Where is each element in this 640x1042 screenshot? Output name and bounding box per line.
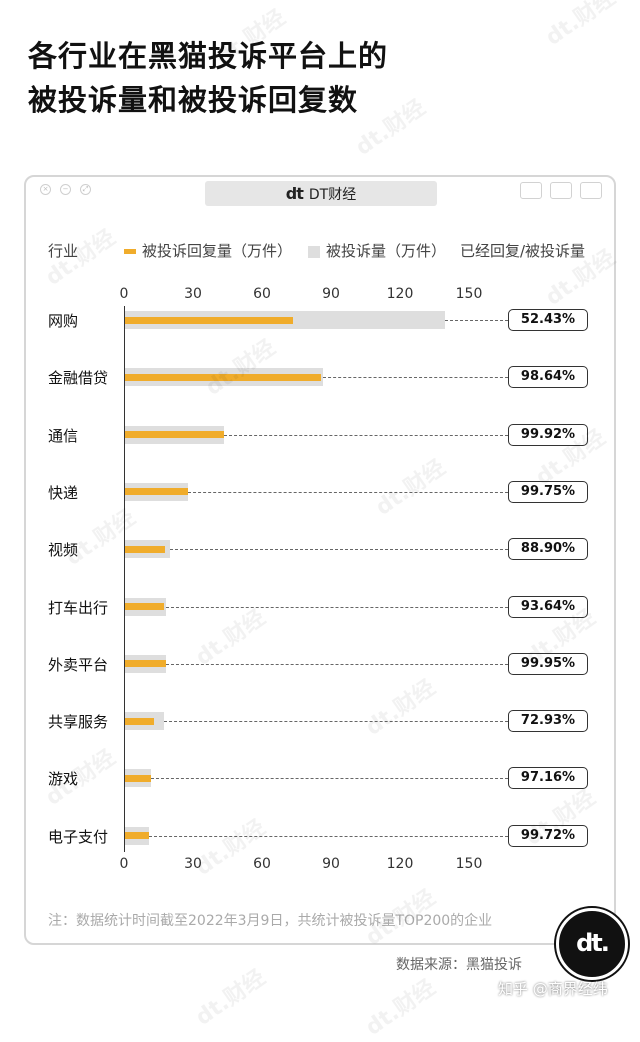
- x-tick-bottom-label: 0: [119, 856, 129, 872]
- close-icon: ×: [40, 184, 51, 195]
- record-icon: [520, 182, 542, 199]
- replied-bar: [125, 316, 293, 324]
- ratio-label: 99.95%: [508, 652, 588, 675]
- replied-bar: [125, 373, 321, 381]
- leader-line: [166, 663, 508, 665]
- replied-bar: [125, 774, 151, 782]
- x-tick-top-label: 150: [455, 286, 483, 302]
- category-label: 电子支付: [48, 827, 109, 846]
- ratio-label: 99.92%: [508, 423, 588, 446]
- leader-line: [149, 835, 508, 837]
- x-tick-bottom-label: 30: [184, 856, 202, 872]
- leader-line: [188, 491, 508, 493]
- zhihu-watermark: 知乎 @商界经纬: [498, 980, 608, 998]
- category-label: 通信: [48, 426, 79, 445]
- y-axis-line: [124, 306, 125, 852]
- leader-line: [223, 434, 508, 436]
- x-tick-top-label: 60: [253, 286, 271, 302]
- x-tick-top-label: 30: [184, 286, 202, 302]
- replied-bar: [125, 545, 165, 553]
- category-label: 打车出行: [48, 598, 109, 617]
- ratio-label: 52.43%: [508, 309, 588, 331]
- replied-bar: [125, 431, 224, 439]
- window-tab-title: DT财经: [308, 187, 357, 203]
- window-tab: dt DT财经: [205, 181, 437, 206]
- category-header: 行业: [48, 242, 79, 260]
- leader-line: [444, 320, 508, 321]
- category-label: 金融借贷: [48, 369, 109, 388]
- expand-icon: ⤢: [80, 184, 91, 195]
- ratio-label: 97.16%: [508, 767, 588, 790]
- copy-icon: [580, 182, 602, 199]
- leader-line: [322, 377, 508, 379]
- title-line-2: 被投诉量和被投诉回复数: [28, 83, 359, 117]
- legend-total: 被投诉量（万件）: [308, 240, 446, 261]
- leader-line: [169, 549, 508, 551]
- x-tick-bottom-label: 150: [455, 856, 483, 872]
- category-label: 外卖平台: [48, 655, 109, 674]
- x-tick-bottom-label: 60: [253, 856, 271, 872]
- data-source: 数据来源：黑猫投诉: [396, 957, 522, 973]
- watermark-text: dt.财经: [541, 0, 621, 51]
- replied-bar: [125, 832, 150, 840]
- dt-logo-icon: dt: [285, 184, 304, 203]
- ratio-label: 88.90%: [508, 538, 588, 561]
- replied-bar: [125, 603, 164, 610]
- leader-line: [164, 721, 508, 723]
- ratio-label: 93.64%: [508, 595, 588, 618]
- legend-replied: 被投诉回复量（万件）: [124, 240, 292, 261]
- category-label: 网购: [48, 312, 79, 330]
- dt-badge-logo: dt.: [556, 908, 628, 980]
- watermark-text: dt.财经: [361, 975, 441, 1041]
- ratio-label: 72.93%: [508, 710, 588, 733]
- ratio-label: 98.64%: [508, 366, 588, 389]
- legend-ratio-label: 已经回复/被投诉量: [460, 242, 586, 260]
- chart-title: 各行业在黑猫投诉平台上的 被投诉量和被投诉回复数: [28, 34, 388, 122]
- ratio-label: 99.72%: [508, 824, 588, 847]
- footnote: 注：数据统计时间截至2022年3月9日，共统计被投诉量TOP200的企业: [48, 913, 493, 929]
- minimize-icon: −: [60, 184, 71, 195]
- legend-replied-label: 被投诉回复量（万件）: [142, 242, 293, 260]
- x-tick-top-label: 0: [119, 286, 129, 302]
- title-line-1: 各行业在黑猫投诉平台上的: [28, 39, 389, 73]
- category-label: 视频: [48, 541, 79, 560]
- leader-line: [166, 606, 508, 608]
- legend-total-label: 被投诉量（万件）: [326, 242, 447, 260]
- category-label: 共享服务: [48, 713, 109, 732]
- legend-replied-swatch: [124, 249, 136, 254]
- ratio-label: 99.75%: [508, 480, 588, 503]
- x-tick-bottom-label: 120: [386, 856, 414, 872]
- home-icon: [550, 182, 572, 199]
- replied-bar: [125, 660, 167, 668]
- watermark-text: dt.财经: [191, 965, 271, 1031]
- replied-bar: [125, 488, 189, 496]
- category-label: 快递: [48, 483, 79, 502]
- category-label: 游戏: [48, 770, 79, 789]
- legend-total-swatch: [308, 245, 320, 258]
- replied-bar: [125, 717, 154, 725]
- x-tick-top-label: 120: [386, 286, 414, 302]
- leader-line: [151, 778, 508, 780]
- x-tick-top-label: 90: [322, 286, 340, 302]
- x-tick-bottom-label: 90: [322, 856, 340, 872]
